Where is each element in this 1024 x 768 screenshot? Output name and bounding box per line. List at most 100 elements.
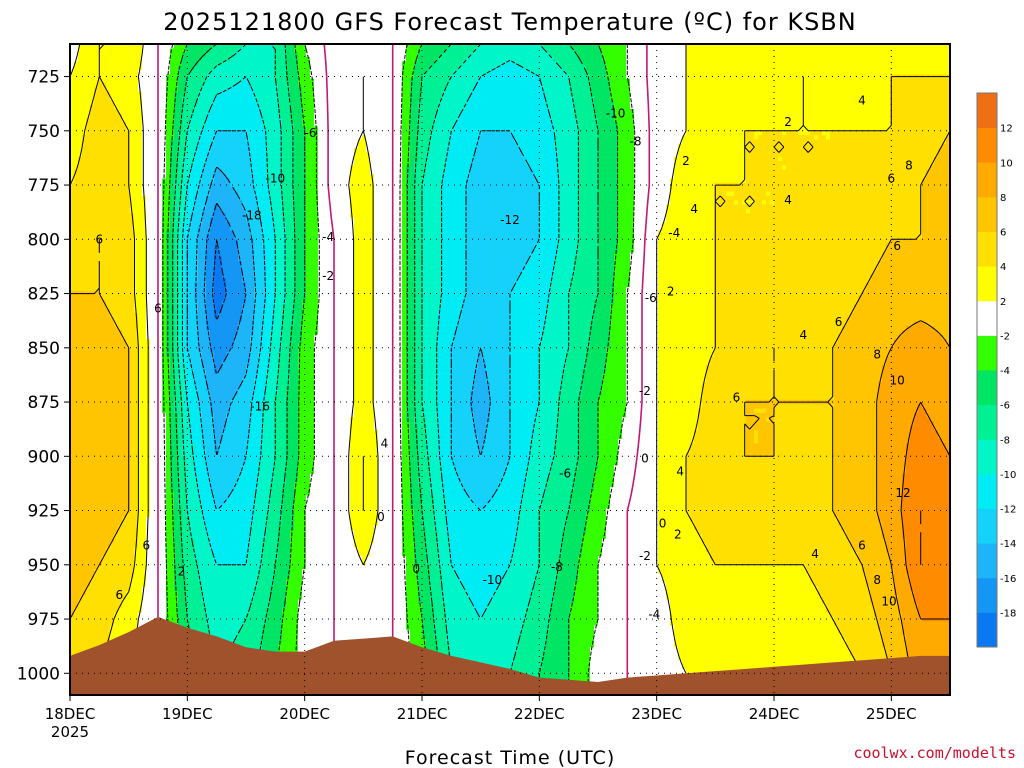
heat-cell [938,53,943,58]
heat-cell [710,87,715,92]
heat-cell [518,92,523,97]
heat-cell [294,92,299,97]
heat-cell [710,92,715,97]
heat-cell [662,92,667,97]
heat-cell [710,48,715,53]
heat-cell [862,61,867,66]
heat-cell [346,87,351,92]
heat-cell [890,66,895,71]
heat-cell [650,83,655,88]
heat-cell [274,61,279,66]
heat-cell [570,70,575,75]
heat-cell [210,74,215,79]
heat-cell [78,100,83,105]
heat-cell [782,57,787,62]
heat-cell [478,53,483,58]
heat-cell [658,96,663,101]
heat-cell [86,53,91,58]
heat-cell [518,87,523,92]
heat-cell [662,66,667,71]
heat-cell [670,53,675,58]
heat-cell [102,92,107,97]
heat-cell [670,57,675,62]
heat-cell [346,48,351,53]
heat-cell [702,83,707,88]
heat-cell [834,48,839,53]
heat-cell [258,61,263,66]
heat-cell [502,53,507,58]
heat-cell [462,87,467,92]
heat-cell [162,57,167,62]
heat-cell [130,87,135,92]
heat-cell [262,57,267,62]
heat-cell [122,96,127,101]
heat-cell [358,87,363,92]
heat-cell [866,96,871,101]
heat-cell [378,70,383,75]
heat-cell [538,48,543,53]
heat-cell [830,96,835,101]
heat-cell [482,61,487,66]
heat-cell [146,53,151,58]
heat-cell [786,53,791,58]
heat-cell [490,61,495,66]
heat-cell [294,61,299,66]
heat-cell [474,66,479,71]
heat-cell [302,83,307,88]
heat-cell [314,92,319,97]
heat-cell [190,83,195,88]
heat-cell [246,57,251,62]
heat-cell [574,48,579,53]
heat-cell [162,87,167,92]
heat-cell [318,61,323,66]
heat-cell [430,48,435,53]
heat-cell [678,61,683,66]
heat-cell [882,53,887,58]
heat-cell [622,70,627,75]
heat-cell [514,79,519,84]
heat-cell [454,57,459,62]
heat-cell [186,61,191,66]
heat-cell [534,61,539,66]
heat-cell [394,92,399,97]
heat-cell [758,92,763,97]
heat-cell [926,92,931,97]
heat-cell [774,83,779,88]
heat-cell [810,79,815,84]
heat-cell [218,83,223,88]
heat-cell [142,70,147,75]
heat-cell [906,70,911,75]
heat-cell [794,79,799,84]
heat-cell [562,48,567,53]
heat-cell [366,61,371,66]
heat-cell [346,61,351,66]
heat-cell [642,96,647,101]
heat-cell [542,79,547,84]
heat-cell [690,66,695,71]
heat-cell [758,57,763,62]
heat-cell [838,96,843,101]
heat-cell [722,83,727,88]
heat-cell [622,48,627,53]
heat-cell [346,66,351,71]
heat-cell [334,83,339,88]
heat-cell [330,61,335,66]
heat-cell [686,70,691,75]
heat-cell [226,66,231,71]
heat-cell [822,53,827,58]
heat-cell [710,57,715,62]
heat-cell [498,79,503,84]
heat-cell [462,83,467,88]
heat-cell [822,79,827,84]
heat-cell [270,79,275,84]
heat-cell [278,61,283,66]
heat-cell [446,53,451,58]
heat-cell [734,92,739,97]
heat-cell [318,96,323,101]
heat-cell [434,66,439,71]
heat-cell [126,57,131,62]
heat-cell [250,96,255,101]
heat-cell [722,48,727,53]
heat-cell [790,83,795,88]
heat-cell [642,74,647,79]
